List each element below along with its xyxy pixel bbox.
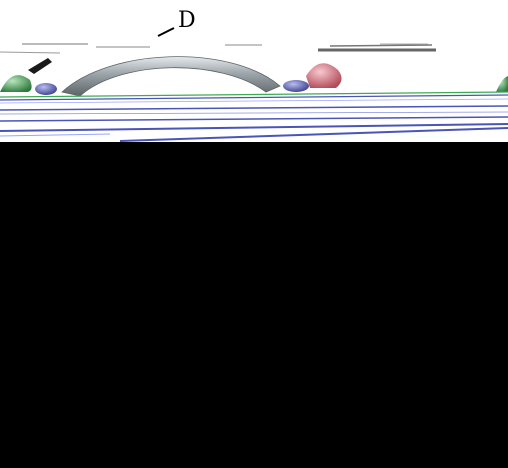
green-atom-right — [496, 76, 508, 92]
atom-spheres — [0, 63, 508, 95]
streak-artifacts — [0, 43, 436, 54]
blue-atom-left — [35, 83, 57, 95]
dark-wedge — [28, 58, 52, 74]
leader-line-icon — [157, 27, 175, 37]
green-atom-left — [0, 75, 32, 92]
blue-atom-right — [283, 80, 309, 92]
annotation-label: D — [178, 8, 196, 33]
plane-lines — [0, 91, 508, 142]
red-atom — [306, 63, 342, 88]
molecule-tube — [61, 56, 281, 97]
